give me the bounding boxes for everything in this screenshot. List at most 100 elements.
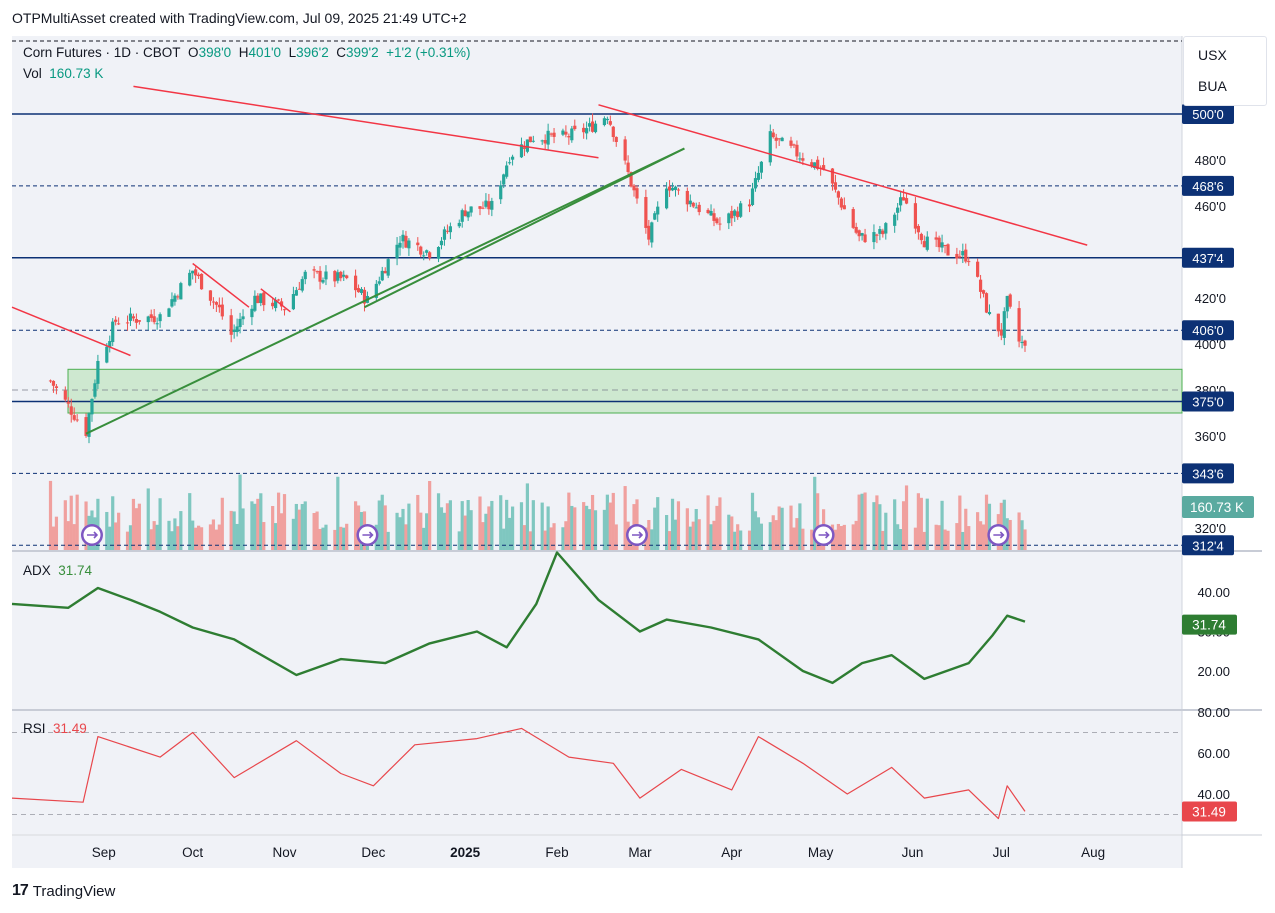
candle-body[interactable]	[90, 398, 94, 415]
candle-body[interactable]	[694, 207, 698, 209]
candle-body[interactable]	[943, 245, 947, 247]
candle-body[interactable]	[345, 275, 349, 279]
candle-body[interactable]	[197, 274, 201, 277]
candle-body[interactable]	[718, 223, 722, 225]
candle-body[interactable]	[374, 283, 378, 298]
candle-body[interactable]	[564, 131, 568, 135]
candle-body[interactable]	[623, 139, 627, 161]
candle-body[interactable]	[585, 128, 589, 134]
candle-body[interactable]	[644, 197, 648, 228]
candle-body[interactable]	[445, 230, 450, 232]
candle-body[interactable]	[546, 130, 550, 145]
candle-body[interactable]	[602, 118, 607, 126]
candle-body[interactable]	[984, 293, 989, 313]
candle-body[interactable]	[836, 191, 841, 198]
candle-body[interactable]	[768, 131, 772, 163]
candle-body[interactable]	[179, 283, 183, 300]
volume-legend[interactable]: Vol 160.73 K	[23, 66, 103, 81]
candle-body[interactable]	[573, 125, 577, 130]
candle-body[interactable]	[605, 118, 609, 121]
candle-body[interactable]	[478, 206, 482, 209]
candle-body[interactable]	[650, 222, 654, 243]
candle-body[interactable]	[561, 130, 565, 135]
candle-body[interactable]	[665, 188, 669, 209]
candle-body[interactable]	[771, 132, 775, 138]
candle-body[interactable]	[173, 295, 177, 302]
trend-line[interactable]	[598, 104, 1088, 246]
candle-body[interactable]	[460, 210, 464, 222]
candle-body[interactable]	[946, 244, 950, 256]
candle-body[interactable]	[656, 206, 660, 215]
rsi-value-badge[interactable]	[1182, 801, 1237, 822]
candle-body[interactable]	[356, 288, 361, 293]
price-marker-badge[interactable]	[1182, 463, 1234, 484]
candle-body[interactable]	[976, 261, 980, 277]
candle-body[interactable]	[780, 137, 784, 142]
candle-body[interactable]	[801, 158, 805, 161]
price-marker-badge[interactable]	[1182, 535, 1234, 556]
candle-body[interactable]	[241, 316, 245, 320]
candle-body[interactable]	[155, 323, 159, 325]
candle-body[interactable]	[967, 261, 971, 263]
candle-body[interactable]	[730, 210, 734, 219]
candle-body[interactable]	[916, 225, 920, 233]
candle-body[interactable]	[128, 313, 133, 321]
candle-body[interactable]	[276, 299, 281, 301]
candle-body[interactable]	[593, 123, 598, 133]
candle-body[interactable]	[336, 272, 340, 281]
candle-body[interactable]	[199, 273, 204, 290]
candle-body[interactable]	[753, 178, 758, 189]
candle-body[interactable]	[436, 246, 441, 259]
candle-body[interactable]	[428, 252, 432, 258]
candle-body[interactable]	[232, 329, 236, 333]
candle-body[interactable]	[359, 289, 364, 294]
candle-body[interactable]	[875, 234, 879, 236]
event-marker-icon[interactable]	[987, 524, 1010, 546]
candle-body[interactable]	[259, 293, 263, 303]
candle-body[interactable]	[727, 213, 731, 224]
candle-body[interactable]	[54, 386, 59, 388]
candle-body[interactable]	[629, 172, 633, 187]
candle-body[interactable]	[978, 279, 983, 292]
candle-body[interactable]	[795, 144, 799, 157]
candle-body[interactable]	[235, 326, 239, 333]
candle-body[interactable]	[688, 200, 692, 205]
candle-body[interactable]	[821, 165, 826, 170]
candle-body[interactable]	[158, 314, 162, 322]
candle-body[interactable]	[904, 198, 909, 204]
candle-body[interactable]	[608, 121, 612, 125]
candle-body[interactable]	[525, 139, 529, 152]
candle-body[interactable]	[407, 240, 411, 249]
candle-body[interactable]	[777, 138, 781, 140]
candle-body[interactable]	[134, 319, 139, 323]
candle-body[interactable]	[211, 301, 216, 303]
candle-body[interactable]	[587, 123, 592, 127]
candle-body[interactable]	[1020, 341, 1024, 344]
candle-body[interactable]	[691, 202, 695, 207]
candle-body[interactable]	[715, 218, 719, 224]
candle-body[interactable]	[863, 234, 867, 243]
candle-body[interactable]	[66, 401, 70, 404]
candle-body[interactable]	[709, 210, 713, 216]
candle-body[interactable]	[626, 162, 630, 172]
candle-body[interactable]	[422, 255, 426, 257]
candle-body[interactable]	[469, 206, 473, 213]
candle-body[interactable]	[377, 281, 381, 284]
candle-body[interactable]	[291, 294, 295, 310]
candle-body[interactable]	[531, 140, 535, 142]
candle-body[interactable]	[667, 186, 672, 191]
candle-body[interactable]	[176, 296, 180, 298]
candle-body[interactable]	[194, 269, 198, 276]
candle-body[interactable]	[1023, 340, 1027, 346]
candle-body[interactable]	[958, 256, 962, 258]
candle-body[interactable]	[398, 242, 402, 248]
candle-body[interactable]	[297, 288, 301, 290]
candle-body[interactable]	[747, 204, 752, 207]
unit-label[interactable]: BUA	[1198, 78, 1227, 94]
candle-body[interactable]	[632, 185, 636, 191]
candle-body[interactable]	[522, 147, 527, 149]
candle-body[interactable]	[84, 417, 88, 436]
candle-body[interactable]	[810, 162, 814, 166]
candle-body[interactable]	[188, 272, 192, 286]
